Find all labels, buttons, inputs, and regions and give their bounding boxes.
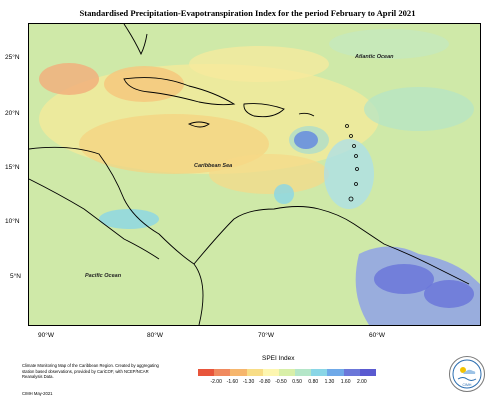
logo-text: CIMH: [463, 383, 472, 387]
legend-swatch: [359, 369, 377, 376]
caribbean-sea-label: Caribbean Sea: [194, 163, 233, 169]
map-canvas: [29, 24, 480, 325]
legend-tick-label: 1.60: [340, 379, 351, 385]
legend-tick-label: -1.60: [226, 379, 239, 385]
logo-graphic: CIMH: [452, 359, 482, 389]
lat-label-10n: 10°N: [5, 218, 20, 225]
legend-tick-label: -0.80: [259, 379, 271, 385]
lon-label-90w: 90°W: [38, 332, 54, 339]
legend-swatch: [343, 369, 361, 376]
lat-label-15n: 15°N: [5, 164, 20, 171]
credit-date: CIMH May-2021: [22, 391, 53, 396]
legend-swatch: [246, 369, 264, 376]
lat-label-20n: 20°N: [5, 110, 20, 117]
legend-swatch: [327, 369, 345, 376]
lat-label-5n: 5°N: [10, 273, 21, 280]
legend-swatch: [278, 369, 296, 376]
legend-swatch: [295, 369, 312, 376]
legend-ticks: -2.00 -1.60 -1.30 -0.80 -0.50 0.50 0.80 1.30 1.6…: [200, 379, 378, 387]
legend-tick-label: -1.30: [242, 379, 255, 385]
legend-title: SPEI Index: [262, 355, 295, 362]
legend-tick-label: 1.30: [324, 379, 335, 385]
legend-swatch: [311, 369, 328, 376]
legend-swatch: [262, 369, 280, 376]
lon-label-60w: 60°W: [369, 332, 385, 339]
cimh-logo: CIMH: [449, 356, 485, 392]
lat-label-25n: 25°N: [5, 54, 20, 61]
legend-tick-label: 2.00: [356, 379, 367, 385]
legend-tick-label: -0.50: [275, 379, 287, 385]
legend-swatch: [230, 369, 248, 376]
map-title: Standardised Precipitation-Evapotranspir…: [79, 8, 416, 18]
legend-tick-label: 0.50: [292, 379, 302, 385]
credit-text: Climate Monitoring Map of the Caribbean …: [22, 363, 159, 380]
legend-tick-label: 0.80: [308, 379, 319, 385]
legend-swatch: [198, 369, 215, 376]
lon-label-70w: 70°W: [258, 332, 274, 339]
spei-map: Atlantic Ocean Caribbean Sea Pacific Oce…: [28, 23, 481, 326]
legend-swatch: [214, 369, 231, 376]
pacific-ocean-label: Pacific Ocean: [85, 273, 122, 279]
lon-label-80w: 80°W: [147, 332, 163, 339]
legend-colorbar: [198, 369, 377, 376]
atlantic-ocean-label: Atlantic Ocean: [355, 54, 394, 60]
legend-tick-label: -2.00: [210, 379, 222, 385]
